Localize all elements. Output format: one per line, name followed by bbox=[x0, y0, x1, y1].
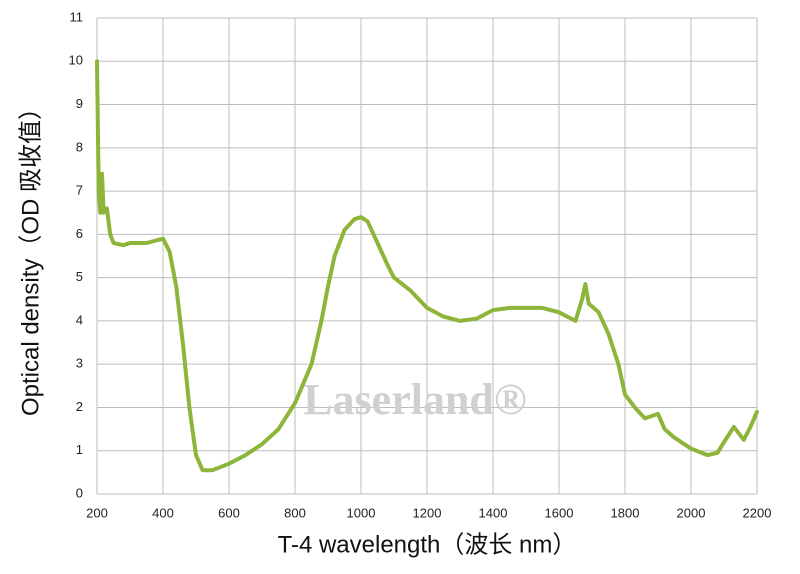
y-tick-label: 5 bbox=[76, 269, 83, 284]
y-tick-label: 1 bbox=[76, 442, 83, 457]
x-axis-title: T-4 wavelength（波长 nm） bbox=[278, 531, 577, 558]
y-tick-label: 11 bbox=[70, 9, 84, 24]
x-tick-label: 600 bbox=[218, 505, 240, 520]
y-tick-label: 8 bbox=[76, 139, 83, 154]
y-tick-label: 0 bbox=[76, 485, 83, 500]
x-tick-label: 2000 bbox=[677, 505, 706, 520]
x-tick-label: 200 bbox=[86, 505, 108, 520]
y-tick-label: 3 bbox=[76, 356, 83, 371]
data-line bbox=[95, 59, 759, 473]
x-tick-label: 800 bbox=[284, 505, 306, 520]
x-tick-label: 2200 bbox=[743, 505, 772, 520]
y-tick-label: 6 bbox=[76, 226, 83, 241]
x-tick-label: 1400 bbox=[479, 505, 508, 520]
y-tick-label: 7 bbox=[76, 183, 83, 198]
x-tick-label: 1600 bbox=[545, 505, 574, 520]
x-tick-label: 400 bbox=[152, 505, 174, 520]
x-tick-label: 1200 bbox=[413, 505, 442, 520]
y-tick-label: 9 bbox=[76, 96, 83, 111]
y-tick-label: 4 bbox=[76, 312, 83, 327]
watermark: Laserland® bbox=[303, 375, 527, 424]
x-tick-label: 1000 bbox=[347, 505, 376, 520]
x-tick-label: 1800 bbox=[611, 505, 640, 520]
y-tick-label: 2 bbox=[76, 399, 83, 414]
y-axis-title: Optical density（OD 吸收值） bbox=[17, 96, 44, 416]
y-tick-label: 10 bbox=[69, 53, 83, 68]
